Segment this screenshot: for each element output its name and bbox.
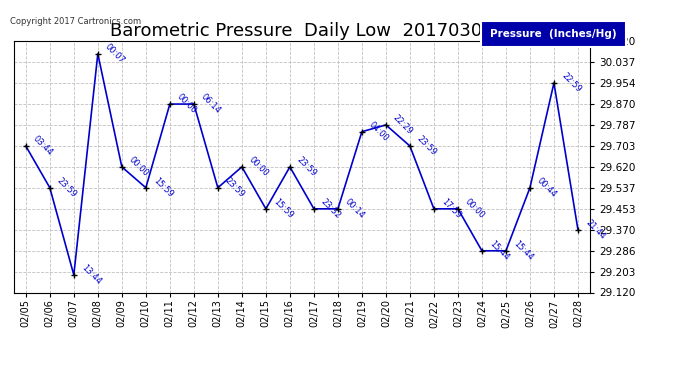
Text: 06:14: 06:14: [199, 92, 223, 116]
Text: 22:59: 22:59: [560, 71, 582, 94]
Title: Barometric Pressure  Daily Low  20170301: Barometric Pressure Daily Low 20170301: [110, 22, 493, 40]
Text: 00:44: 00:44: [535, 176, 559, 199]
Text: 23:59: 23:59: [295, 155, 319, 178]
Text: 03:44: 03:44: [31, 134, 55, 158]
Text: 23:59: 23:59: [224, 176, 246, 199]
Text: 04:00: 04:00: [368, 120, 391, 143]
Text: 23:59: 23:59: [55, 176, 79, 199]
Text: 15:44: 15:44: [511, 239, 535, 262]
Text: 15:44: 15:44: [487, 239, 511, 262]
Text: 17:59: 17:59: [440, 197, 463, 220]
Text: 00:14: 00:14: [344, 197, 366, 220]
Text: 00:00: 00:00: [464, 197, 486, 220]
Text: Pressure  (Inches/Hg): Pressure (Inches/Hg): [490, 29, 617, 39]
Text: 00:00: 00:00: [128, 155, 150, 178]
Text: 22:29: 22:29: [391, 113, 415, 136]
Text: 00:00: 00:00: [248, 155, 270, 178]
Text: 15:59: 15:59: [151, 176, 175, 199]
Text: Copyright 2017 Cartronics.com: Copyright 2017 Cartronics.com: [10, 17, 141, 26]
Text: 21:44: 21:44: [584, 218, 607, 241]
Text: 00:00: 00:00: [175, 92, 199, 115]
Text: 23:59: 23:59: [415, 134, 439, 158]
Text: 00:07: 00:07: [104, 42, 127, 65]
Text: 23:32: 23:32: [319, 197, 343, 220]
Text: 13:44: 13:44: [79, 263, 103, 286]
Text: 15:59: 15:59: [271, 197, 295, 220]
